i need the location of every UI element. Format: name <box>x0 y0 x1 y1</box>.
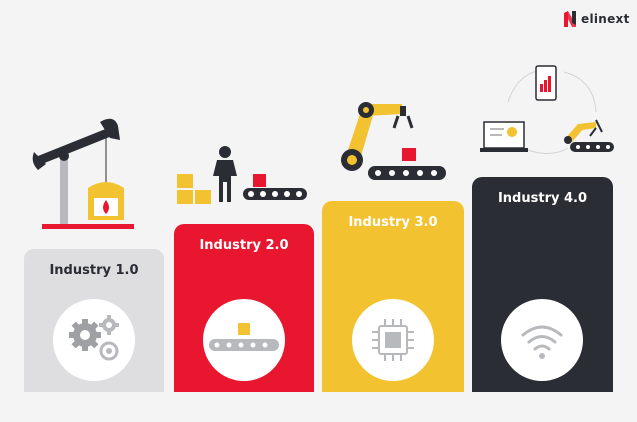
connected-devices-illustration <box>480 65 614 154</box>
brand-name: elinext <box>581 12 630 26</box>
column-industry-4-icon-circle <box>501 299 583 381</box>
wifi-icon <box>521 325 563 359</box>
column-industry-2-icon-circle <box>203 299 285 381</box>
column-industry-3-icon-circle <box>352 299 434 381</box>
column-industry-2-title: Industry 2.0 <box>199 238 289 253</box>
column-industry-1: Industry 1.0 <box>24 249 164 392</box>
column-industry-4: Industry 4.0 <box>472 177 613 392</box>
column-industry-4-title: Industry 4.0 <box>497 191 588 206</box>
column-industry-1-icon-circle <box>53 299 135 381</box>
gears-icon <box>69 315 119 361</box>
column-industry-3-title: Industry 3.0 <box>348 215 438 230</box>
conveyor-icon <box>209 323 279 351</box>
pumpjack-illustration <box>32 118 134 229</box>
worker-conveyor-illustration <box>177 146 307 204</box>
column-industry-2: Industry 2.0 <box>174 224 314 392</box>
brand-logo: elinext <box>563 10 630 28</box>
column-industry-3: Industry 3.0 <box>322 201 464 392</box>
robot-arm-illustration <box>341 102 446 180</box>
column-industry-1-title: Industry 1.0 <box>49 263 139 278</box>
chip-icon <box>372 319 414 361</box>
brand-logo-icon <box>564 11 576 27</box>
